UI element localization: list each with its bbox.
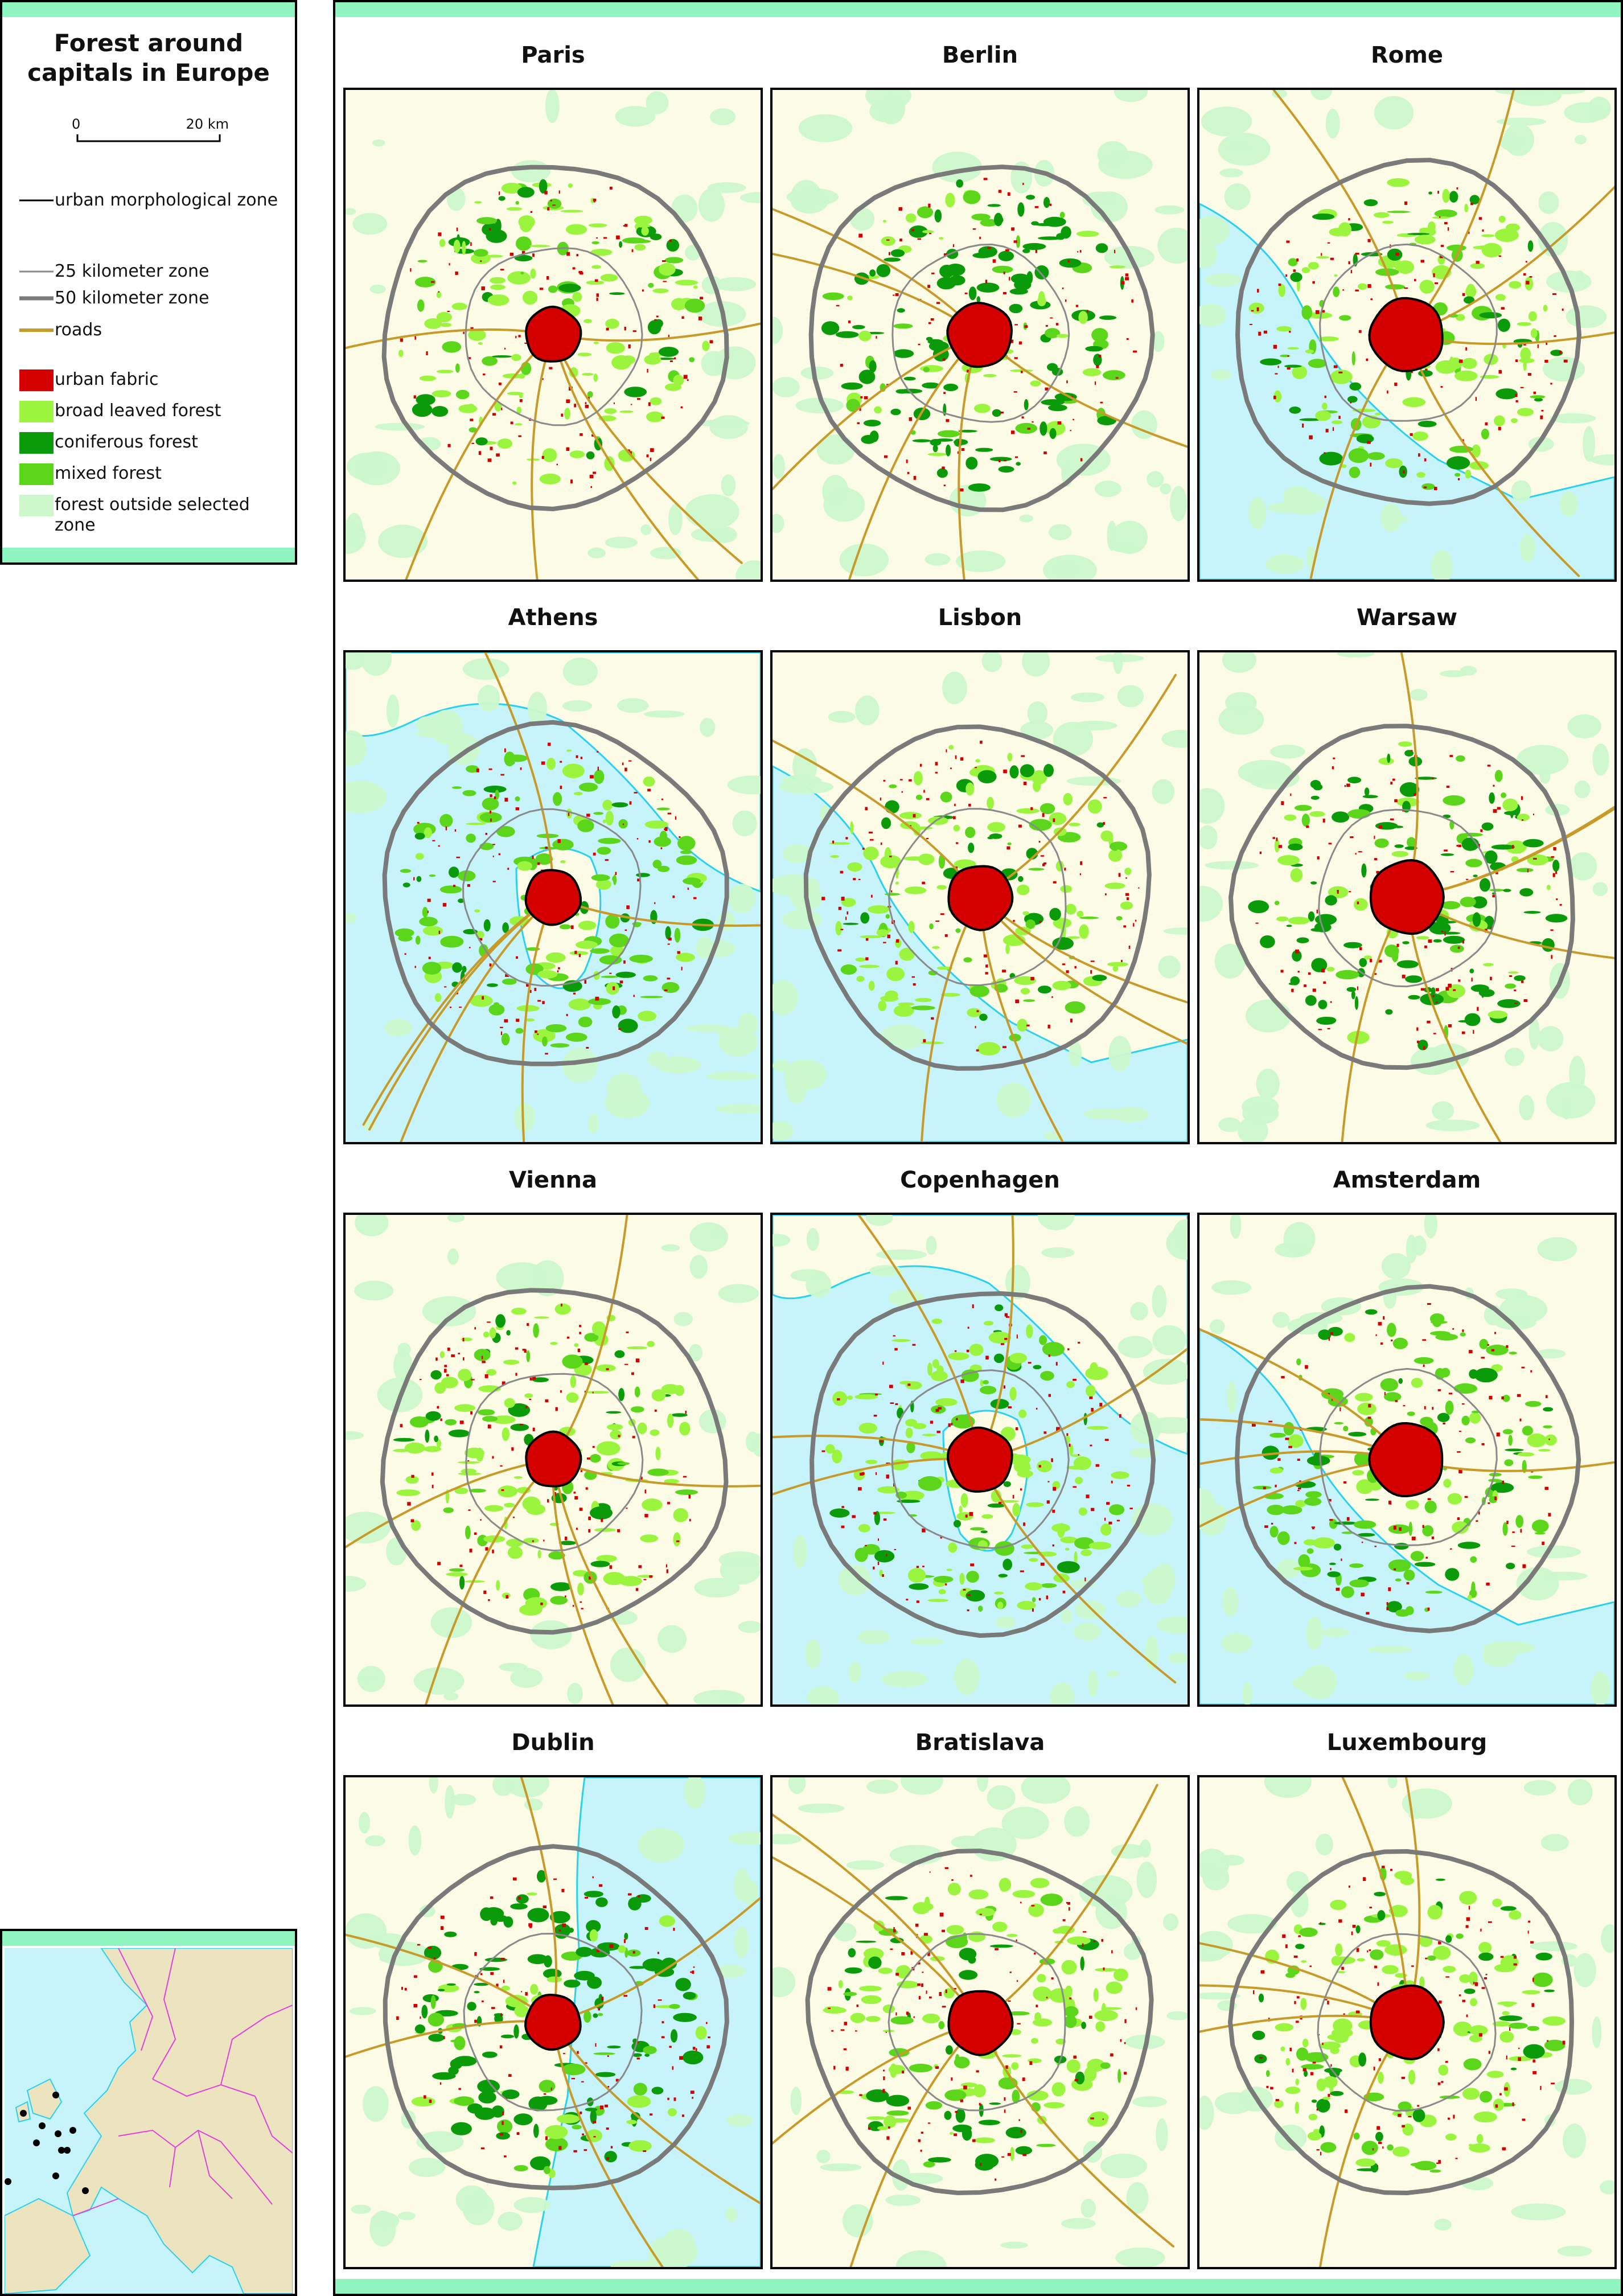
map-canvas (773, 1777, 1188, 2267)
map-title-paris: Paris (521, 42, 585, 68)
scale-end-label: 20 km (186, 116, 229, 132)
map-paris (343, 88, 763, 582)
map-berlin (770, 88, 1190, 582)
map-warsaw (1197, 650, 1617, 1144)
legend-top-bar (2, 2, 295, 17)
legend-swatch (19, 463, 55, 485)
legend-line-symbol (19, 190, 55, 211)
map-athens (343, 650, 763, 1144)
legend-swatch (19, 369, 55, 391)
legend-item: mixed forest (19, 463, 282, 485)
map-canvas (773, 90, 1188, 580)
map-canvas (346, 1215, 761, 1704)
map-canvas (346, 1777, 761, 2267)
legend-swatch (19, 401, 55, 422)
legend-line-symbol (19, 288, 55, 309)
legend-item: 25 kilometer zone (19, 261, 282, 282)
legend-item: urban morphological zone (19, 190, 282, 211)
legend-item-label: broad leaved forest (55, 401, 221, 421)
legend-title-line2: capitals in Europe (27, 59, 270, 87)
map-canvas (346, 90, 761, 580)
maps-frame: Paris Berlin Rome Athens Lisbon Warsaw Vienna C… (333, 0, 1623, 2296)
map-title-copenhagen: Copenhagen (900, 1167, 1060, 1193)
legend-bottom-bar (2, 548, 295, 562)
scale-bar-line (76, 134, 221, 142)
map-title-lisbon: Lisbon (938, 605, 1022, 631)
legend-title-line1: Forest around (54, 29, 244, 57)
map-title-dublin: Dublin (511, 1730, 595, 1756)
legend-item-label: urban fabric (55, 369, 159, 389)
map-title-vienna: Vienna (508, 1167, 598, 1193)
map-canvas (346, 652, 761, 1142)
map-canvas (1199, 652, 1614, 1142)
legend-line-symbol (19, 320, 55, 340)
locator-top-bar (2, 1931, 295, 1946)
legend-item-label: mixed forest (55, 463, 162, 483)
map-title-bratislava: Bratislava (915, 1730, 1045, 1756)
legend-line-symbol (19, 261, 55, 282)
frame-top-bar (335, 2, 1621, 17)
map-canvas (1199, 1777, 1614, 2267)
map-lisbon (770, 650, 1190, 1144)
legend-item: roads (19, 320, 282, 340)
map-title-amsterdam: Amsterdam (1333, 1167, 1481, 1193)
legend-item: 50 kilometer zone (19, 288, 282, 309)
map-title-rome: Rome (1370, 42, 1444, 68)
map-rome (1197, 88, 1617, 582)
legend-swatch (19, 495, 55, 516)
map-title-luxembourg: Luxembourg (1326, 1730, 1488, 1756)
legend-panel: Forest around capitals in Europe 0 20 km… (0, 0, 297, 565)
legend-item: coniferous forest (19, 432, 282, 454)
europe-locator-map (5, 1948, 293, 2294)
map-dublin (343, 1775, 763, 2269)
legend-item: forest outside selected zone (19, 495, 282, 536)
scale-bar: 0 20 km (72, 116, 229, 150)
scale-start-label: 0 (72, 116, 81, 132)
map-bratislava (770, 1775, 1190, 2269)
legend-item-label: roads (55, 320, 102, 340)
map-luxembourg (1197, 1775, 1617, 2269)
locator-map-panel (0, 1929, 297, 2296)
legend-item-label: 25 kilometer zone (55, 261, 209, 281)
capital-dots (5, 2092, 89, 2194)
legend-title: Forest around capitals in Europe (2, 28, 295, 88)
frame-bottom-bar (335, 2279, 1621, 2294)
legend-swatch (19, 432, 55, 454)
map-canvas (1199, 90, 1614, 580)
legend-item: broad leaved forest (19, 401, 282, 422)
map-title-berlin: Berlin (942, 42, 1018, 68)
map-vienna (343, 1213, 763, 1707)
legend-item-label: forest outside selected zone (55, 495, 250, 535)
legend-item: urban fabric (19, 369, 282, 391)
map-title-warsaw: Warsaw (1356, 605, 1458, 631)
map-title-athens: Athens (508, 605, 598, 631)
map-copenhagen (770, 1213, 1190, 1707)
legend-item-label: coniferous forest (55, 432, 198, 452)
map-canvas (773, 652, 1188, 1142)
legend-item-label: urban morphological zone (55, 190, 278, 210)
map-amsterdam (1197, 1213, 1617, 1707)
map-canvas (1199, 1215, 1614, 1704)
legend-item-label: 50 kilometer zone (55, 288, 209, 308)
map-canvas (773, 1215, 1188, 1704)
